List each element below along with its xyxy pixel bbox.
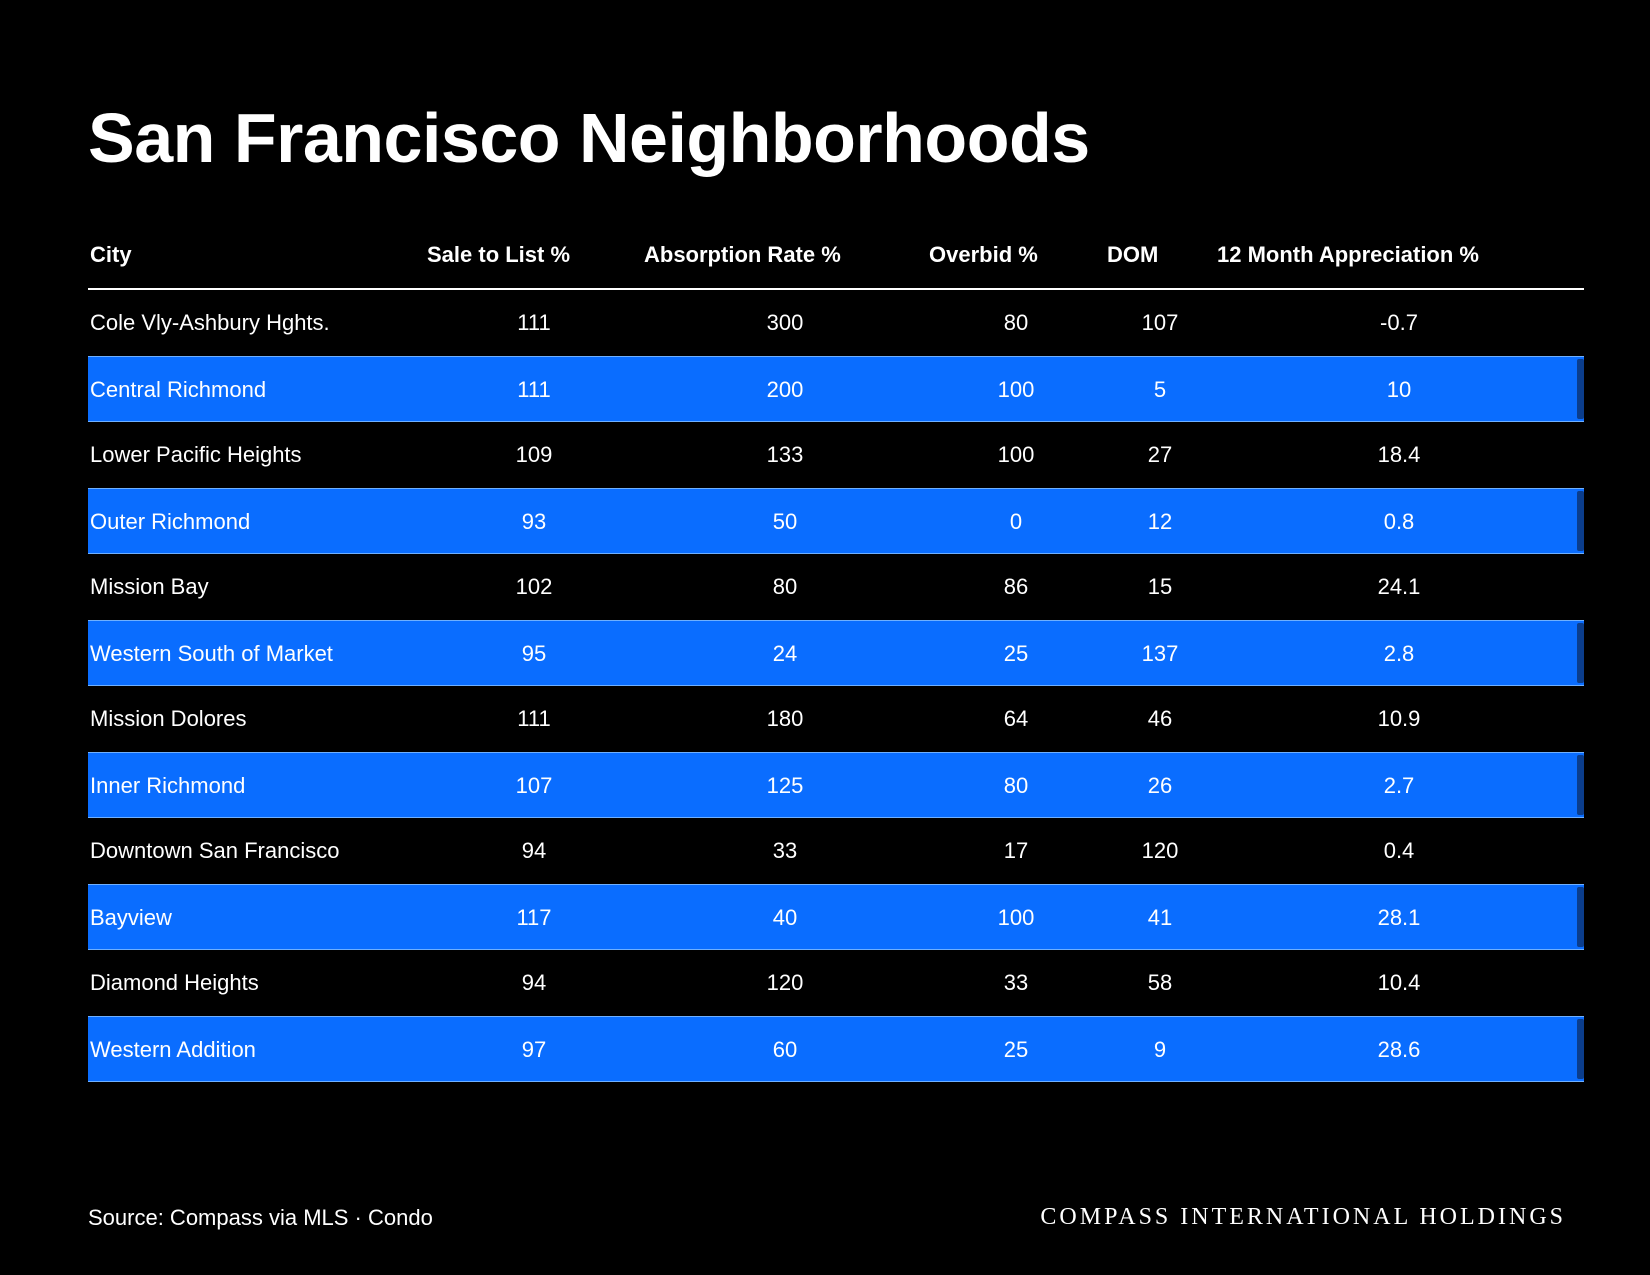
city-cell: Lower Pacific Heights [90,442,302,467]
table-row: Western Addition 97 60 25 9 28.6 [88,1016,1584,1082]
absorption-rate-cell: 300 [766,310,804,335]
header-dom: DOM [1107,242,1159,267]
appreciation-cell: 10.4 [1377,970,1421,995]
city-cell: Diamond Heights [90,970,259,995]
table-row: Inner Richmond 107 125 80 26 2.7 [88,752,1584,818]
appreciation-cell: 0.8 [1383,509,1415,534]
dom-cell: 46 [1147,706,1173,731]
overbid-cell: 17 [1003,838,1029,863]
source-note: Source: Compass via MLS · Condo [88,1205,433,1230]
overbid-cell: 25 [1003,641,1029,666]
absorption-rate-cell: 60 [772,1037,798,1062]
sale-to-list-cell: 107 [515,773,553,798]
city-cell: Inner Richmond [90,773,246,798]
appreciation-cell: 18.4 [1377,442,1421,467]
overbid-cell: 86 [1003,574,1029,599]
sale-to-list-cell: 93 [521,509,547,534]
overbid-cell: 33 [1003,970,1029,995]
city-cell: Mission Bay [90,574,209,599]
sale-to-list-cell: 117 [516,905,552,930]
page-title: San Francisco Neighborhoods [88,99,1090,177]
city-cell: Western Addition [90,1037,256,1062]
header-sale-to-list: Sale to List % [427,242,571,267]
city-cell: Cole Vly-Ashbury Hghts. [90,310,330,335]
sale-to-list-cell: 94 [521,970,547,995]
dom-cell: 15 [1147,574,1173,599]
neighborhood-table: City Sale to List % Absorption Rate % Ov… [88,220,1584,1082]
absorption-rate-cell: 40 [772,905,798,930]
sale-to-list-cell: 94 [521,838,547,863]
overbid-cell: 80 [1003,773,1029,798]
sale-to-list-cell: 97 [521,1037,547,1062]
overbid-cell: 100 [997,442,1035,467]
city-cell: Central Richmond [90,377,267,402]
absorption-rate-cell: 200 [766,377,804,402]
appreciation-cell: 10 [1386,377,1412,402]
table-row: Bayview 117 40 100 41 28.1 [88,884,1584,950]
table-row: Diamond Heights 94 120 33 58 10.4 [88,950,1584,1016]
sale-to-list-cell: 109 [515,442,553,467]
absorption-rate-cell: 180 [766,706,804,731]
sale-to-list-cell: 95 [521,641,547,666]
overbid-cell: 25 [1003,1037,1029,1062]
appreciation-cell: -0.7 [1380,310,1418,335]
absorption-rate-cell: 133 [766,442,804,467]
absorption-rate-cell: 33 [772,838,798,863]
absorption-rate-cell: 125 [766,773,804,798]
table-body: Cole Vly-Ashbury Hghts. 111 300 80 107 -0.7 Ce… [88,290,1584,1082]
header-absorption-rate: Absorption Rate % [644,242,841,267]
sale-to-list-cell: 102 [515,574,553,599]
appreciation-cell: 0.4 [1383,838,1415,863]
dom-cell: 9 [1153,1037,1167,1062]
table-header: City Sale to List % Absorption Rate % Ov… [88,220,1584,290]
sale-to-list-cell: 111 [517,310,551,335]
header-12-month-appreciation: 12 Month Appreciation % [1217,242,1479,267]
overbid-cell: 80 [1003,310,1029,335]
dom-cell: 107 [1141,310,1179,335]
absorption-rate-cell: 120 [766,970,804,995]
absorption-rate-cell: 24 [772,641,798,666]
city-cell: Outer Richmond [90,509,251,534]
dom-cell: 58 [1147,970,1173,995]
appreciation-cell: 2.7 [1383,773,1415,798]
table-row: Outer Richmond 93 50 0 12 0.8 [88,488,1584,554]
dom-cell: 41 [1147,905,1173,930]
table-row: Central Richmond 111 200 100 5 10 [88,356,1584,422]
overbid-cell: 100 [997,905,1035,930]
appreciation-cell: 2.8 [1383,641,1415,666]
table-row: Cole Vly-Ashbury Hghts. 111 300 80 107 -0.7 [88,290,1584,356]
city-cell: Western South of Market [90,641,333,666]
appreciation-cell: 28.6 [1377,1037,1421,1062]
absorption-rate-cell: 50 [772,509,798,534]
dom-cell: 5 [1153,377,1167,402]
dom-cell: 137 [1141,641,1179,666]
overbid-cell: 0 [1009,509,1023,534]
city-cell: Bayview [90,905,172,930]
overbid-cell: 100 [997,377,1035,402]
table-row: Western South of Market 95 24 25 137 2.8 [88,620,1584,686]
overbid-cell: 64 [1003,706,1029,731]
table-row: Lower Pacific Heights 109 133 100 27 18.4 [88,422,1584,488]
appreciation-cell: 24.1 [1377,574,1421,599]
table-row: Mission Bay 102 80 86 15 24.1 [88,554,1584,620]
appreciation-cell: 10.9 [1377,706,1421,731]
dom-cell: 26 [1147,773,1173,798]
dom-cell: 120 [1141,838,1179,863]
table-row: Mission Dolores 111 180 64 46 10.9 [88,686,1584,752]
appreciation-cell: 28.1 [1377,905,1421,930]
city-cell: Mission Dolores [90,706,247,731]
sale-to-list-cell: 111 [517,377,551,402]
city-cell: Downtown San Francisco [90,838,340,863]
brand-logo-text: COMPASS INTERNATIONAL HOLDINGS [1040,1204,1566,1230]
dom-cell: 27 [1147,442,1173,467]
header-overbid: Overbid % [929,242,1038,267]
absorption-rate-cell: 80 [772,574,798,599]
table-row: Downtown San Francisco 94 33 17 120 0.4 [88,818,1584,884]
sale-to-list-cell: 111 [517,706,551,731]
header-city: City [90,242,132,267]
dom-cell: 12 [1147,509,1173,534]
